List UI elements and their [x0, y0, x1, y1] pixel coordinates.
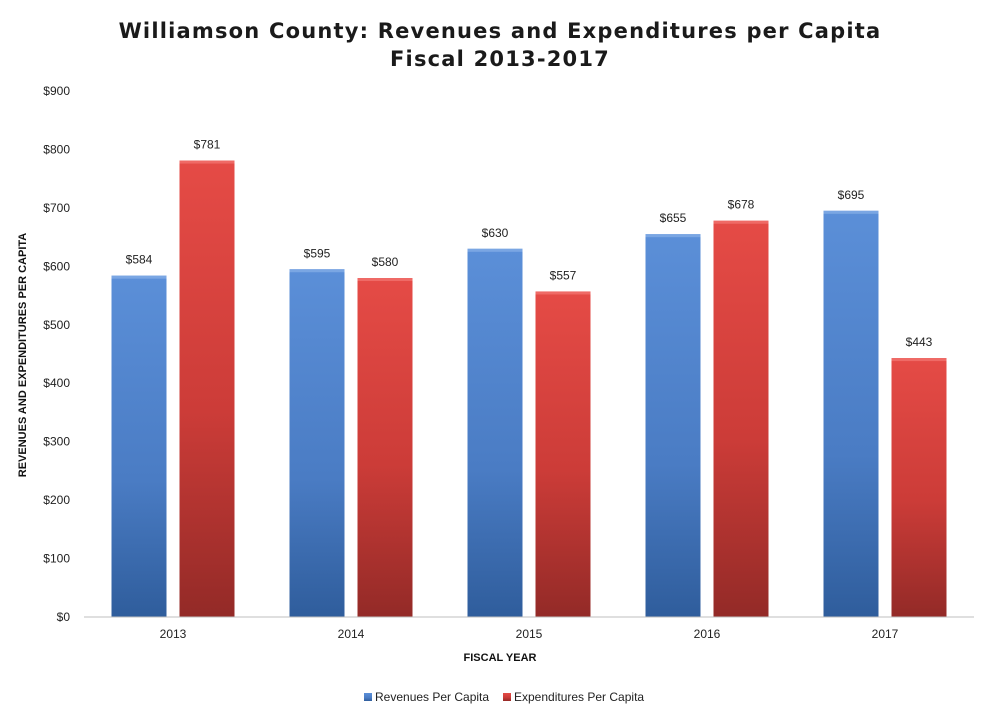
data-label-revenues: $695 — [838, 188, 865, 202]
y-tick-label: $0 — [57, 610, 71, 624]
bar-expenditures-top-highlight — [179, 160, 235, 164]
data-label-revenues: $655 — [660, 211, 687, 225]
x-axis-labels: 2013 2014 2015 2016 2017 — [160, 627, 899, 641]
data-label-expenditures: $678 — [728, 198, 755, 212]
x-tick-label: 2014 — [338, 627, 365, 641]
bar-revenues-top-highlight — [823, 210, 879, 214]
bar-revenues — [467, 248, 523, 618]
legend-label-revenues: Revenues Per Capita — [375, 690, 489, 704]
y-tick-label: $500 — [43, 318, 70, 332]
x-axis-title: FISCAL YEAR — [464, 652, 537, 664]
legend-swatch-expenditures — [503, 693, 511, 701]
data-label-expenditures: $580 — [372, 255, 399, 269]
legend: Revenues Per Capita Expenditures Per Cap… — [364, 690, 644, 704]
legend-swatch-revenues — [364, 693, 372, 701]
bar-expenditures-top-highlight — [713, 220, 769, 224]
bar-revenues — [823, 210, 879, 618]
chart-title: Williamson County: Revenues and Expendit… — [119, 19, 882, 43]
bar-revenues-top-highlight — [289, 269, 345, 273]
bar-expenditures — [713, 220, 769, 617]
chart-subtitle: Fiscal 2013-2017 — [390, 47, 610, 71]
bar-expenditures-top-highlight — [891, 358, 947, 362]
data-label-revenues: $630 — [482, 226, 509, 240]
data-label-expenditures: $443 — [906, 335, 933, 349]
y-tick-label: $200 — [43, 493, 70, 507]
bar-revenues — [645, 234, 701, 617]
data-label-expenditures: $781 — [194, 138, 221, 152]
bar-expenditures-top-highlight — [357, 278, 413, 282]
y-tick-label: $400 — [43, 376, 70, 390]
bar-revenues-top-highlight — [111, 275, 167, 279]
y-tick-label: $100 — [43, 552, 70, 566]
bar-revenues-top-highlight — [467, 248, 523, 252]
y-tick-label: $900 — [43, 84, 70, 98]
bar-revenues-top-highlight — [645, 234, 701, 238]
x-tick-label: 2016 — [694, 627, 721, 641]
bar-expenditures — [357, 278, 413, 617]
data-label-revenues: $584 — [126, 253, 153, 267]
bar-expenditures — [535, 291, 591, 617]
x-tick-label: 2015 — [516, 627, 543, 641]
bar-expenditures-top-highlight — [535, 291, 591, 295]
x-tick-label: 2013 — [160, 627, 187, 641]
y-axis-ticks: $0 $100 $200 $300 $400 $500 $600 $700 $800 $900 — [43, 84, 70, 624]
y-tick-label: $700 — [43, 201, 70, 215]
y-tick-label: $800 — [43, 142, 70, 156]
bar-expenditures — [891, 358, 947, 617]
data-label-expenditures: $557 — [550, 268, 577, 282]
x-tick-label: 2017 — [872, 627, 899, 641]
y-axis-title: REVENUES AND EXPENDITURES PER CAPITA — [17, 233, 29, 478]
legend-label-expenditures: Expenditures Per Capita — [514, 690, 644, 704]
bar-revenues — [111, 275, 167, 617]
bar-expenditures — [179, 160, 235, 617]
bar-revenues — [289, 269, 345, 617]
y-tick-label: $600 — [43, 259, 70, 273]
bar-series-group: $584 $781 $595 $580 $630 $557 $655 $678 $695 $443 — [111, 138, 947, 618]
y-tick-label: $300 — [43, 435, 70, 449]
data-label-revenues: $595 — [304, 246, 331, 260]
